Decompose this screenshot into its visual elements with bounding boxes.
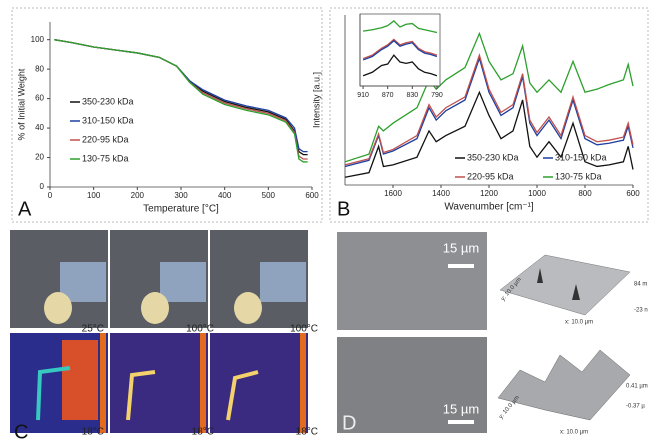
thermal-image xyxy=(110,333,208,433)
inset-frame xyxy=(360,14,440,86)
x-tick-label: 910 xyxy=(357,92,369,99)
sample xyxy=(44,292,72,324)
x-tick-label: 800 xyxy=(578,189,592,198)
temperature: 18°C xyxy=(192,427,214,438)
x-axis-label: Wavenumber [cm⁻¹] xyxy=(444,202,534,213)
legend-label: 350-230 kDa xyxy=(467,152,519,162)
hot-region xyxy=(62,340,98,420)
scale-label: 15 µm xyxy=(443,240,479,255)
axis-3d: x: 10.0 µm xyxy=(565,320,593,326)
y-tick-label: 40 xyxy=(35,123,44,132)
scale-label: 15 µm xyxy=(443,401,479,416)
sample xyxy=(234,292,262,324)
x-tick-label: 400 xyxy=(218,191,232,200)
legend-label: 310-150 kDa xyxy=(82,115,134,125)
y-tick-label: 20 xyxy=(35,153,44,162)
sem-image xyxy=(337,337,487,433)
temperature: 100°C xyxy=(290,324,318,335)
legend-label: 220-95 kDa xyxy=(467,171,514,181)
x-tick-label: 790 xyxy=(431,92,443,99)
panel-letter: B xyxy=(337,198,350,220)
surface-3d xyxy=(500,255,630,315)
device xyxy=(160,262,206,302)
legend-label: 130-75 kDa xyxy=(82,153,129,163)
device xyxy=(260,262,306,302)
x-tick-label: 830 xyxy=(406,92,418,99)
color-scale xyxy=(300,333,306,433)
figure: A B C 25°C 100°C 100°C 18°C 18°C 18°C 15… xyxy=(0,0,652,441)
panel-c: C 25°C 100°C 100°C 18°C 18°C 18°C xyxy=(10,230,318,441)
z-min: -0.37 µ xyxy=(626,404,645,410)
z-min: -23 n xyxy=(634,308,648,314)
legend-label: 220-95 kDa xyxy=(82,134,129,144)
z-max: 0.41 µm xyxy=(626,384,648,390)
temperature: 18°C xyxy=(82,427,104,438)
panel-letter: D xyxy=(342,412,356,434)
y-axis-label: Intensity [a.u.] xyxy=(311,72,321,128)
temperature: 100°C xyxy=(186,324,214,335)
x-tick-label: 1400 xyxy=(432,189,450,198)
legend-label: 130-75 kDa xyxy=(555,171,602,181)
surface-3d xyxy=(498,350,630,420)
y-tick-label: 0 xyxy=(40,182,45,191)
x-tick-label: 600 xyxy=(305,191,319,200)
temperature: 25°C xyxy=(82,324,104,335)
panel-letter: C xyxy=(14,421,28,441)
thermal-image xyxy=(210,333,308,433)
y-tick-label: 80 xyxy=(35,64,44,73)
x-axis-label: Temperature [°C] xyxy=(143,204,219,215)
x-tick-label: 0 xyxy=(48,191,53,200)
panel-letter: A xyxy=(18,198,32,220)
x-tick-label: 1200 xyxy=(480,189,498,198)
temperature: 18°C xyxy=(296,427,318,438)
y-tick-label: 60 xyxy=(35,94,44,103)
y-tick-label: 100 xyxy=(31,35,45,44)
data-line xyxy=(345,92,633,177)
x-tick-label: 200 xyxy=(131,191,145,200)
x-tick-label: 300 xyxy=(174,191,188,200)
sample xyxy=(141,292,169,324)
x-tick-label: 100 xyxy=(87,191,101,200)
color-scale xyxy=(100,333,106,433)
x-tick-label: 1000 xyxy=(528,189,546,198)
axis-3d: x: 10.0 µm xyxy=(560,430,588,436)
legend-label: 350-230 kDa xyxy=(82,96,134,106)
y-axis-label: % of Initial Weight xyxy=(16,68,26,140)
z-max: 84 m xyxy=(634,282,647,288)
color-scale xyxy=(200,333,206,433)
legend-label: 310-150 kDa xyxy=(555,152,607,162)
panel-d: 15 µm 15 µm D y: 10.0 µm x: 10.0 µm 84 m… xyxy=(337,232,648,436)
x-tick-label: 1600 xyxy=(384,189,402,198)
x-tick-label: 870 xyxy=(382,92,394,99)
x-tick-label: 500 xyxy=(262,191,276,200)
x-tick-label: 600 xyxy=(626,189,640,198)
